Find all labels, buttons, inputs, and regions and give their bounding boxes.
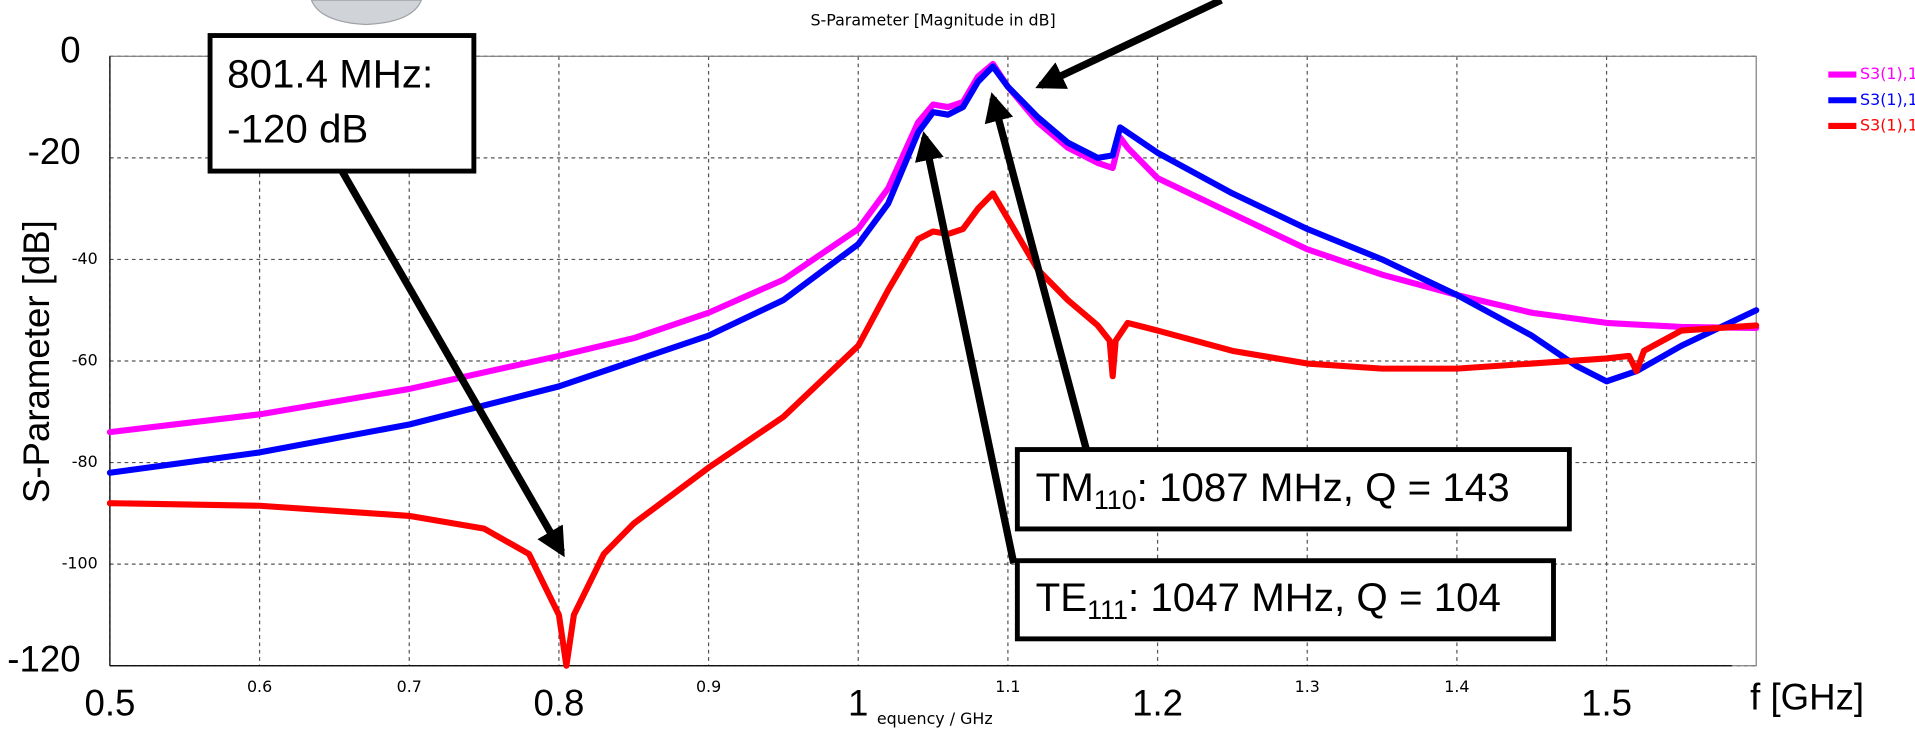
mode-detail: : 1047 MHz, Q = 104 [1128, 574, 1501, 619]
x-tick-label: 1 [848, 683, 868, 724]
annotation-text: 801.4 MHz: [227, 52, 433, 97]
x-tick-label: 0.8 [533, 683, 584, 724]
y-tick-label: -120 [7, 639, 80, 680]
y-tick-label: -60 [72, 351, 98, 370]
mode: TM [1036, 464, 1094, 509]
annotation-box [1014, 558, 1556, 642]
x-tick-label: 1.4 [1444, 677, 1469, 696]
y-tick-label: -40 [72, 249, 98, 268]
y-tick-label: -80 [72, 452, 98, 471]
annotation-text: TE111: 1047 MHz, Q = 104 [1036, 574, 1501, 625]
x-tick-label: 1.5 [1581, 683, 1632, 724]
mode-index: 110 [1094, 485, 1137, 515]
y-tick-label: -20 [28, 131, 81, 172]
chart-title: S-Parameter [Magnitude in dB] [810, 10, 1055, 29]
arrow [914, 131, 1018, 564]
x-axis-label-overlay: f [GHz] [1750, 677, 1864, 718]
x-axis-label: equency / GHz [877, 709, 993, 728]
arrow [984, 92, 1091, 453]
x-tick-label: 0.6 [247, 677, 272, 696]
y-tick-label: 0 [60, 29, 80, 70]
x-tick-label: 1.3 [1295, 677, 1320, 696]
annotation-text: TM110: 1087 MHz, Q = 143 [1036, 464, 1510, 515]
y-axis-label: S-Parameter [dB] [16, 220, 57, 503]
logo-fragment [310, 0, 423, 26]
annotation-box [1014, 447, 1572, 532]
annotation-box [207, 33, 477, 174]
legend: S3(1),1(1) S3(1),1(2) S3(1),1(3) [1828, 64, 1915, 134]
legend-label: S3(1),1(3) [1860, 115, 1915, 134]
series-line [106, 63, 1760, 476]
x-tick-label: 0.7 [397, 677, 422, 696]
arrows [338, 0, 1223, 564]
series-line [106, 190, 1760, 669]
legend-label: S3(1),1(2) [1860, 90, 1915, 109]
annotation-text: -120 dB [227, 107, 368, 152]
legend-label: S3(1),1(1) [1860, 64, 1915, 83]
arrow [338, 169, 565, 558]
x-tick-label: 0.9 [696, 677, 721, 696]
x-tick-label: 0.5 [84, 683, 135, 724]
mode: TE [1036, 574, 1088, 619]
x-tick-label: 1.2 [1132, 683, 1183, 724]
arrow [1035, 0, 1223, 89]
mode-detail: : 1087 MHz, Q = 143 [1137, 464, 1510, 509]
y-tick-label: -100 [62, 554, 98, 573]
labels: 0.6 0.7 0.9 1.1 1.3 1.4 0.5 0.8 1 1.2 1.5 -40 -60 -80… [7, 29, 1632, 723]
series-lines [106, 60, 1760, 669]
mode-index: 111 [1087, 595, 1128, 625]
x-tick-label: 1.1 [995, 677, 1020, 696]
